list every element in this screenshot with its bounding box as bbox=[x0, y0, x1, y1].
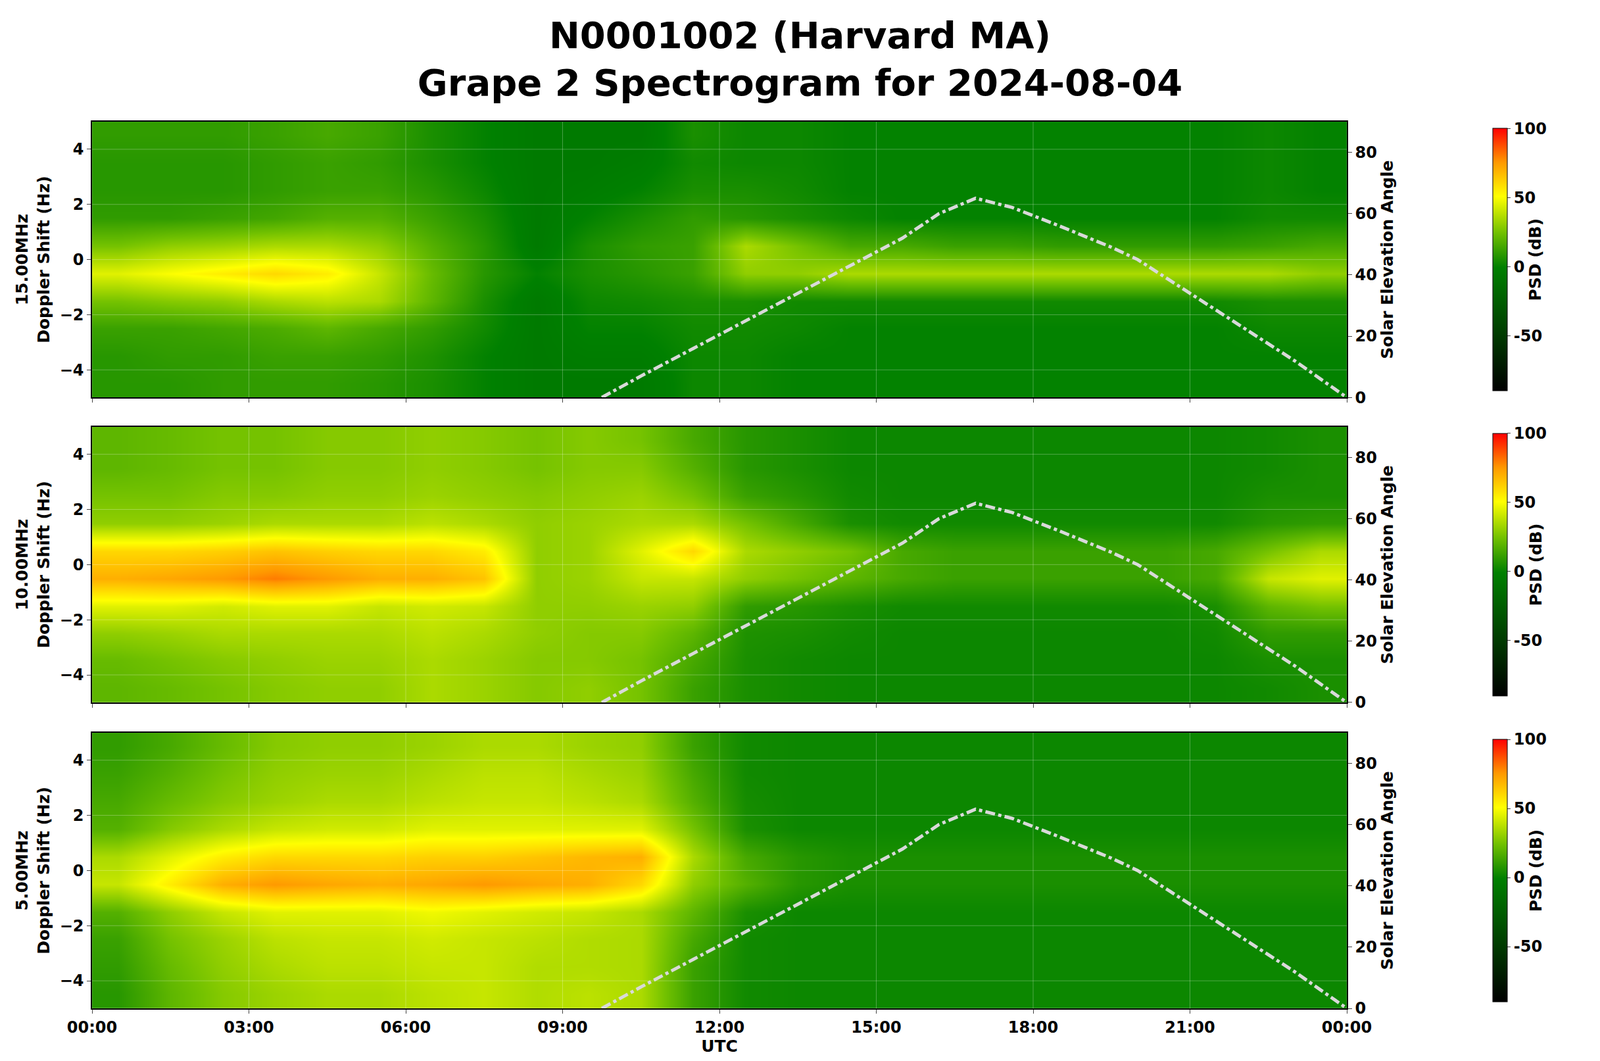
svg-text:09:00: 09:00 bbox=[537, 1018, 588, 1037]
svg-text:UTC: UTC bbox=[701, 1036, 738, 1056]
svg-text:−4: −4 bbox=[59, 665, 85, 684]
svg-text:−4: −4 bbox=[59, 971, 85, 990]
svg-text:0: 0 bbox=[72, 555, 85, 575]
svg-text:Solar Elevation Angle: Solar Elevation Angle bbox=[1377, 464, 1397, 664]
svg-text:-50: -50 bbox=[1513, 937, 1543, 956]
svg-text:0: 0 bbox=[1513, 868, 1526, 887]
svg-text:4: 4 bbox=[72, 445, 85, 464]
svg-text:40: 40 bbox=[1355, 876, 1378, 896]
svg-text:2: 2 bbox=[72, 806, 85, 825]
svg-text:12:00: 12:00 bbox=[694, 1018, 745, 1037]
svg-text:15.00MHzDoppler Shift (Hz): 15.00MHzDoppler Shift (Hz) bbox=[12, 175, 54, 344]
svg-text:80: 80 bbox=[1355, 143, 1378, 162]
svg-text:100: 100 bbox=[1513, 729, 1547, 749]
svg-text:60: 60 bbox=[1355, 509, 1378, 529]
svg-text:−2: −2 bbox=[59, 610, 85, 630]
svg-text:Solar Elevation Angle: Solar Elevation Angle bbox=[1377, 160, 1397, 360]
svg-text:60: 60 bbox=[1355, 815, 1378, 834]
svg-text:2: 2 bbox=[72, 195, 85, 214]
svg-text:40: 40 bbox=[1355, 570, 1378, 590]
svg-text:PSD (dB): PSD (dB) bbox=[1526, 523, 1546, 607]
svg-text:N0001002 (Harvard MA)Grape 2 S: N0001002 (Harvard MA)Grape 2 Spectrogram… bbox=[417, 13, 1183, 105]
svg-text:PSD (dB): PSD (dB) bbox=[1526, 829, 1546, 913]
svg-text:-50: -50 bbox=[1513, 326, 1543, 346]
svg-text:0: 0 bbox=[1513, 562, 1526, 581]
svg-text:20: 20 bbox=[1355, 631, 1378, 651]
svg-text:18:00: 18:00 bbox=[1008, 1018, 1059, 1037]
svg-text:80: 80 bbox=[1355, 448, 1378, 467]
svg-text:10.00MHzDoppler Shift (Hz): 10.00MHzDoppler Shift (Hz) bbox=[12, 480, 54, 649]
svg-text:15:00: 15:00 bbox=[850, 1018, 901, 1037]
svg-text:0: 0 bbox=[1355, 693, 1367, 712]
svg-text:100: 100 bbox=[1513, 424, 1547, 443]
svg-text:4: 4 bbox=[72, 751, 85, 770]
svg-text:−2: −2 bbox=[59, 916, 85, 936]
svg-text:80: 80 bbox=[1355, 754, 1378, 773]
svg-text:50: 50 bbox=[1513, 493, 1536, 512]
svg-text:−4: −4 bbox=[59, 361, 85, 380]
svg-text:100: 100 bbox=[1513, 119, 1547, 139]
svg-text:03:00: 03:00 bbox=[223, 1018, 274, 1037]
svg-text:0: 0 bbox=[72, 250, 85, 269]
svg-text:−2: −2 bbox=[59, 305, 85, 325]
svg-text:2: 2 bbox=[72, 500, 85, 519]
svg-text:Solar Elevation Angle: Solar Elevation Angle bbox=[1377, 770, 1397, 970]
svg-text:-50: -50 bbox=[1513, 631, 1543, 650]
svg-text:00:00: 00:00 bbox=[1321, 1018, 1372, 1037]
svg-text:0: 0 bbox=[1513, 257, 1526, 277]
svg-text:06:00: 06:00 bbox=[380, 1018, 431, 1037]
svg-text:0: 0 bbox=[1355, 388, 1367, 408]
svg-text:0: 0 bbox=[1355, 998, 1367, 1018]
svg-text:20: 20 bbox=[1355, 937, 1378, 957]
svg-text:60: 60 bbox=[1355, 204, 1378, 223]
svg-text:50: 50 bbox=[1513, 188, 1536, 208]
svg-text:50: 50 bbox=[1513, 799, 1536, 818]
svg-text:40: 40 bbox=[1355, 265, 1378, 285]
svg-text:00:00: 00:00 bbox=[67, 1018, 118, 1037]
svg-text:5.00MHzDoppler Shift (Hz): 5.00MHzDoppler Shift (Hz) bbox=[12, 786, 54, 955]
svg-text:4: 4 bbox=[72, 140, 85, 159]
svg-text:0: 0 bbox=[72, 861, 85, 880]
svg-text:21:00: 21:00 bbox=[1164, 1018, 1215, 1037]
svg-text:20: 20 bbox=[1355, 326, 1378, 346]
svg-text:PSD (dB): PSD (dB) bbox=[1526, 218, 1546, 302]
